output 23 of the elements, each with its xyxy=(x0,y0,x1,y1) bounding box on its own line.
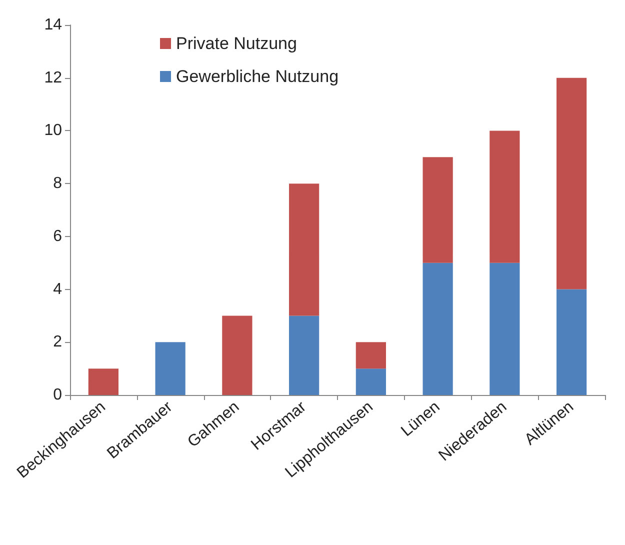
bar xyxy=(422,262,453,395)
bar xyxy=(88,368,118,395)
bar xyxy=(556,78,587,290)
legend-label: Gewerbliche Nutzung xyxy=(176,67,339,86)
y-tick-label: 14 xyxy=(44,16,62,34)
bar xyxy=(155,342,186,395)
y-tick-label: 8 xyxy=(53,175,62,192)
y-tick-label: 4 xyxy=(53,280,62,298)
y-tick-label: 2 xyxy=(53,334,62,351)
bar xyxy=(289,184,320,316)
bar xyxy=(289,316,320,395)
bar xyxy=(356,368,386,395)
bar xyxy=(490,130,520,263)
y-tick-label: 0 xyxy=(53,386,62,404)
bar xyxy=(356,342,386,369)
y-tick-label: 12 xyxy=(44,69,62,86)
bar xyxy=(490,262,520,395)
bar xyxy=(556,289,587,395)
legend-label: Private Nutzung xyxy=(176,34,297,53)
y-tick-label: 10 xyxy=(44,122,62,140)
bar xyxy=(222,316,252,395)
bar xyxy=(422,157,453,263)
y-tick-label: 6 xyxy=(53,228,62,245)
